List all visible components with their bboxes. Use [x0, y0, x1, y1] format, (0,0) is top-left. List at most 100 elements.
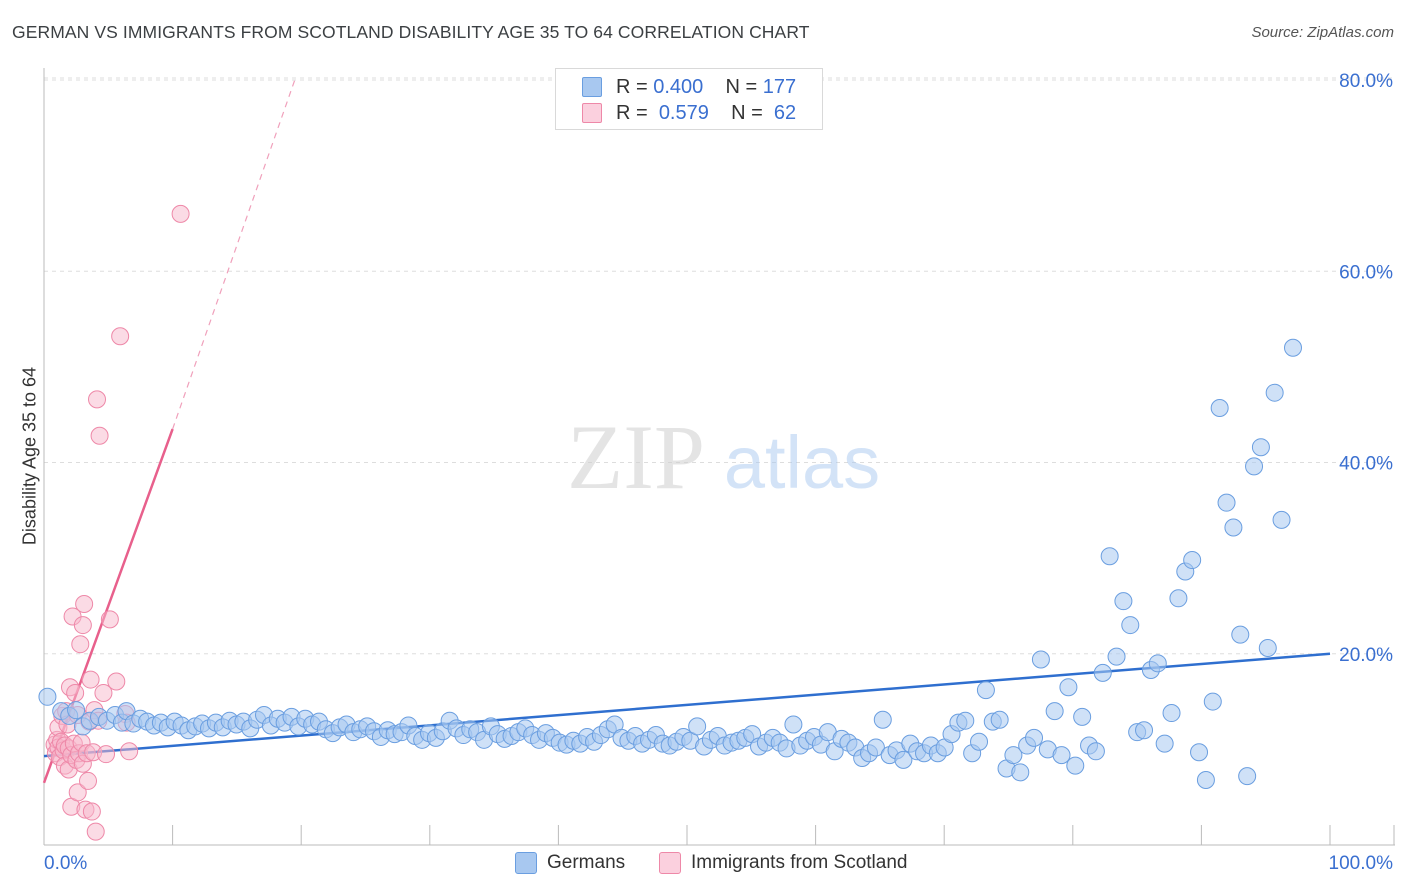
bottom-legend-germans: Germans: [515, 852, 625, 874]
german-point: [1245, 457, 1264, 476]
german-point: [970, 732, 989, 751]
german-point: [1093, 663, 1112, 682]
german-point: [1231, 625, 1250, 644]
scotland-point: [88, 390, 107, 409]
german-point: [1066, 756, 1085, 775]
german-point: [990, 710, 1009, 729]
german-point: [1148, 654, 1167, 673]
scotland-point: [66, 683, 85, 702]
legend-r-germans: 0.400: [653, 75, 704, 98]
german-point: [1155, 734, 1174, 753]
legend-row-germans: R = 0.400 N = 177: [556, 74, 796, 100]
german-point: [1169, 589, 1188, 608]
german-point: [1224, 518, 1243, 537]
german-point: [1031, 650, 1050, 669]
chart-title: GERMAN VS IMMIGRANTS FROM SCOTLAND DISAB…: [12, 22, 810, 42]
german-point: [1086, 742, 1105, 761]
german-point: [1004, 746, 1023, 765]
y-tick-label: 20.0%: [1339, 645, 1393, 666]
german-point: [976, 681, 995, 700]
german-point: [894, 750, 913, 769]
german-point: [1203, 692, 1222, 711]
legend-swatch-scotland: [582, 103, 602, 123]
scotland-point: [111, 327, 130, 346]
bottom-label-germans: Germans: [547, 852, 626, 873]
german-point: [1135, 721, 1154, 740]
legend-swatch-germans: [582, 77, 602, 97]
german-point: [688, 717, 707, 736]
legend-n-label: N =: [731, 101, 769, 124]
legend-r-label: R =: [616, 101, 654, 124]
german-point: [1114, 592, 1133, 611]
german-point: [1217, 493, 1236, 512]
scotland-trend-extension: [172, 79, 296, 430]
german-point: [1183, 551, 1202, 570]
german-point: [1107, 647, 1126, 666]
scotland-point: [73, 616, 92, 635]
scotland-point: [107, 672, 126, 691]
bottom-swatch-scotland: [659, 852, 681, 874]
german-point: [1238, 767, 1257, 786]
german-point: [1045, 702, 1064, 721]
y-tick-label: 80.0%: [1339, 71, 1393, 92]
legend-row-scotland: R = 0.579 N = 62: [556, 100, 796, 126]
source-label: Source: ZipAtlas.com: [1251, 24, 1394, 41]
german-point: [1284, 338, 1302, 357]
german-point: [1100, 547, 1119, 566]
legend-r-scotland: 0.579: [658, 101, 709, 124]
german-point: [1059, 678, 1078, 697]
scotland-point: [97, 745, 116, 764]
german-points: [38, 338, 1302, 789]
watermark-zip: ZIP: [567, 406, 705, 508]
german-point: [956, 711, 975, 730]
y-tick-label: 60.0%: [1339, 262, 1393, 283]
german-point: [784, 715, 803, 734]
german-point: [866, 738, 885, 757]
bottom-legend-scotland: Immigrants from Scotland: [659, 852, 907, 874]
scotland-point: [86, 822, 105, 841]
legend-n-germans: 177: [762, 75, 797, 98]
german-point: [1190, 743, 1209, 762]
german-point: [1265, 383, 1284, 402]
legend-n-scotland: 62: [773, 101, 797, 124]
x-tick-label-max: 100.0%: [1329, 853, 1394, 874]
y-tick-label: 40.0%: [1339, 454, 1393, 475]
scotland-point: [68, 783, 87, 802]
scotland-point: [75, 595, 94, 614]
tick-labels: 20.0% 40.0% 60.0% 80.0% 0.0% 100.0%: [44, 71, 1393, 874]
german-point: [1025, 728, 1044, 747]
axes: [43, 68, 1395, 846]
german-trend-line: [43, 652, 1331, 758]
german-point: [1162, 704, 1181, 723]
watermark: ZIP atlas: [567, 406, 880, 508]
scotland-point: [100, 610, 119, 629]
german-point: [1210, 398, 1229, 417]
german-point: [38, 687, 57, 706]
watermark-atlas: atlas: [724, 421, 880, 504]
scotland-point: [120, 742, 139, 761]
german-point: [67, 701, 86, 720]
german-point: [873, 710, 892, 729]
bottom-label-scotland: Immigrants from Scotland: [691, 852, 908, 873]
x-tick-label-min: 0.0%: [44, 853, 87, 874]
german-point: [1196, 770, 1215, 789]
correlation-legend: R = 0.400 N = 177 R = 0.579 N = 62: [555, 68, 823, 130]
legend-r-label: R =: [616, 75, 654, 98]
legend-n-label: N =: [725, 75, 763, 98]
scotland-point: [71, 635, 90, 654]
german-point: [1258, 639, 1277, 658]
scotland-point: [94, 683, 113, 702]
german-point: [1251, 438, 1270, 457]
scotland-point: [82, 802, 101, 821]
y-axis-label: Disability Age 35 to 64: [19, 366, 40, 546]
german-point: [1121, 616, 1140, 635]
german-point: [1073, 707, 1092, 726]
german-point: [1272, 510, 1291, 529]
scotland-point: [79, 771, 98, 790]
scotland-point: [90, 426, 109, 445]
german-point: [1052, 746, 1071, 765]
german-point: [1011, 763, 1030, 782]
scotland-point: [171, 204, 190, 223]
bottom-swatch-germans: [515, 852, 537, 874]
